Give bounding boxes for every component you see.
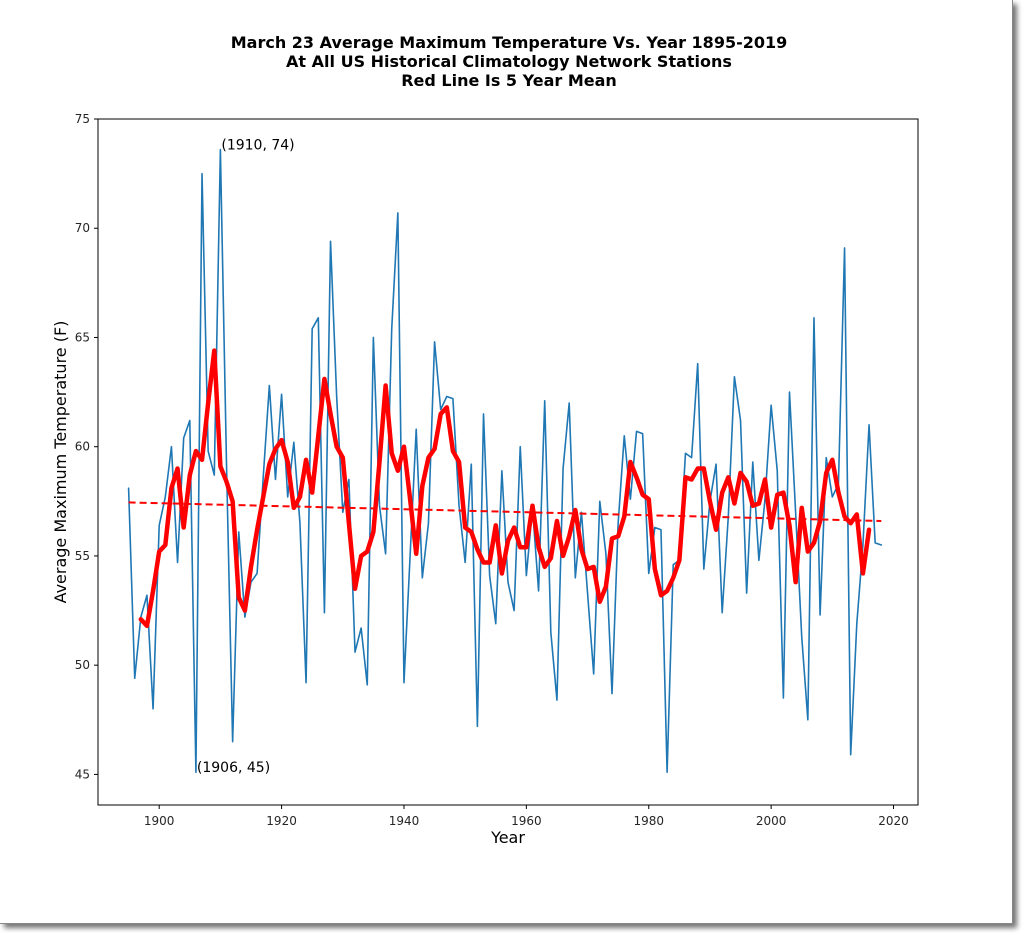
y-tick-label: 50: [75, 658, 90, 672]
y-axis-label: Average Maximum Temperature (F): [51, 321, 70, 604]
annual-temperature-line: [127, 148, 883, 774]
x-tick-label: 2020: [878, 814, 909, 828]
x-tick-label: 1920: [266, 814, 297, 828]
y-tick-label: 75: [75, 112, 90, 126]
chart-title-line-2: At All US Historical Climatology Network…: [286, 52, 732, 71]
plot-area-border: [97, 118, 919, 806]
annotation-label: (1906, 45): [197, 760, 270, 776]
x-tick-label: 2000: [756, 814, 787, 828]
chart-title-line-3: Red Line Is 5 Year Mean: [401, 71, 617, 90]
y-tick-label: 45: [75, 767, 90, 781]
x-tick-label: 1900: [144, 814, 175, 828]
y-tick-label: 55: [75, 549, 90, 563]
x-tick-label: 1980: [633, 814, 664, 828]
trend-line: [128, 501, 882, 522]
y-tick-label: 60: [75, 440, 90, 454]
x-tick-label: 1960: [511, 814, 542, 828]
x-axis-label: Year: [490, 828, 525, 847]
x-tick-label: 1940: [389, 814, 420, 828]
y-tick-label: 65: [75, 330, 90, 344]
annotation-label: (1910, 74): [221, 138, 294, 154]
five-year-mean-line: [138, 348, 872, 629]
y-tick-label: 70: [75, 221, 90, 235]
chart-title-line-1: March 23 Average Maximum Temperature Vs.…: [230, 33, 788, 52]
